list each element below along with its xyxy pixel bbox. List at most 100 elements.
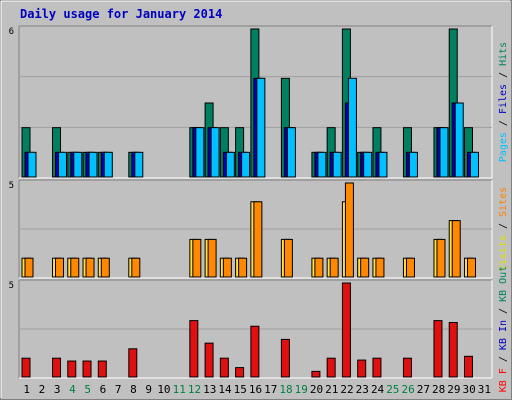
x-tick-label: 11 [173, 383, 186, 396]
bar-kb-f-day-5 [82, 360, 92, 378]
bar-kb-f-day-23 [357, 359, 367, 378]
bar-sites-day-16 [253, 201, 263, 278]
bar-sites-day-13 [207, 238, 217, 278]
bar-pages-day-6 [103, 151, 113, 178]
series-sites [24, 182, 476, 278]
side-label-part: / [498, 350, 509, 368]
side-label-part: Hits [498, 42, 509, 66]
bar-pages-day-8 [134, 151, 144, 178]
bar-kb-f-day-28 [433, 320, 443, 378]
bar-kb-f-day-24 [372, 357, 382, 378]
bar-pages-day-15 [241, 151, 251, 178]
side-label-part: KB Out [498, 266, 509, 302]
x-tick-label: 17 [264, 383, 277, 396]
bar-pages-day-18 [286, 127, 296, 178]
panel-side-label: Visits / Sites [498, 187, 509, 271]
bar-kb-f-day-8 [128, 348, 138, 378]
x-tick-label: 8 [130, 383, 137, 396]
x-tick-label: 13 [203, 383, 216, 396]
bar-sites-day-23 [360, 257, 370, 278]
side-label-part: Pages [498, 132, 509, 162]
bar-sites-day-20 [314, 257, 324, 278]
bar-pages-day-20 [317, 151, 327, 178]
x-tick-label: 24 [371, 383, 385, 396]
bar-sites-day-18 [283, 238, 293, 278]
bar-pages-day-28 [439, 127, 449, 178]
x-tick-label: 31 [478, 383, 491, 396]
side-label-part: Sites [498, 187, 509, 217]
chart-title: Daily usage for January 2014 [20, 7, 222, 21]
bar-pages-day-13 [210, 127, 220, 178]
bar-pages-day-21 [332, 151, 342, 178]
bar-pages-day-3 [58, 151, 68, 178]
x-axis-labels: 1 2 3 4 5 6 7 8 9 10 11 12 13 14 15 16 17 18 19 20 21 22 23 24 2… [23, 383, 491, 396]
ymax-label: 6 [9, 27, 14, 37]
bar-pages-day-12 [195, 127, 205, 178]
bar-sites-day-12 [192, 238, 202, 278]
panel-side-label: KB F / KB In / KB Out [498, 266, 509, 392]
x-tick-label: 2 [39, 383, 46, 396]
bar-sites-day-6 [100, 257, 110, 278]
bar-kb-f-day-26 [402, 357, 412, 378]
bar-kb-f-day-18 [280, 338, 290, 378]
x-tick-label: 25 [386, 383, 399, 396]
bar-pages-day-24 [378, 151, 388, 178]
ymax-label: 5 [9, 181, 14, 191]
bar-kb-f-day-14 [219, 357, 229, 378]
bar-sites-day-4 [70, 257, 80, 278]
bar-kb-f-day-3 [52, 357, 62, 378]
bar-sites-day-5 [85, 257, 95, 278]
bar-sites-day-29 [451, 220, 461, 278]
bar-sites-day-28 [436, 238, 446, 278]
bar-pages-day-5 [88, 151, 98, 178]
bar-pages-day-14 [225, 151, 235, 178]
x-tick-label: 1 [23, 383, 30, 396]
bar-kb-f-day-13 [204, 342, 214, 378]
x-tick-label: 5 [84, 383, 91, 396]
x-tick-label: 23 [356, 383, 369, 396]
x-tick-label: 18 [279, 383, 292, 396]
x-tick-label: 12 [188, 383, 201, 396]
x-tick-label: 29 [447, 383, 460, 396]
x-tick-label: 20 [310, 383, 323, 396]
side-label-part: Visits [498, 235, 509, 271]
bar-pages-day-1 [27, 151, 37, 178]
bar-kb-f-day-20 [311, 370, 321, 378]
side-label-part: KB In [498, 320, 509, 350]
x-tick-label: 15 [234, 383, 247, 396]
series-kb-f [21, 282, 473, 378]
side-label-part: KB F [498, 368, 509, 392]
chart-panels: 6 Pages / Files / Hits 5 Visits / Sites 5 KB … [9, 25, 509, 392]
bar-sites-day-30 [466, 257, 476, 278]
ymax-label: 5 [9, 281, 14, 291]
x-tick-label: 9 [145, 383, 152, 396]
x-tick-label: 26 [401, 383, 414, 396]
side-label-part: / [498, 302, 509, 320]
bar-kb-f-day-6 [97, 360, 107, 378]
bar-pages-day-23 [363, 151, 373, 178]
x-tick-label: 30 [462, 383, 475, 396]
bar-kb-f-day-21 [326, 357, 336, 378]
bar-kb-f-day-16 [250, 325, 260, 378]
bar-sites-day-8 [131, 257, 141, 278]
bar-kb-f-day-29 [448, 321, 458, 378]
bar-kb-f-day-1 [21, 357, 31, 378]
bar-pages-day-30 [469, 151, 479, 178]
bar-kb-f-day-22 [341, 282, 351, 378]
x-tick-label: 14 [218, 383, 232, 396]
x-tick-label: 7 [115, 383, 122, 396]
side-label-part: Files [498, 84, 509, 114]
panel-top: 6 Pages / Files / Hits [9, 25, 509, 179]
bar-sites-day-24 [375, 257, 385, 278]
x-tick-label: 6 [100, 383, 107, 396]
x-tick-label: 4 [69, 383, 76, 396]
x-tick-label: 19 [295, 383, 308, 396]
bar-sites-day-26 [405, 257, 415, 278]
bar-pages-day-22 [347, 77, 357, 178]
x-tick-label: 22 [340, 383, 353, 396]
bar-sites-day-15 [238, 257, 248, 278]
x-tick-label: 21 [325, 383, 338, 396]
bar-sites-day-3 [55, 257, 65, 278]
x-tick-label: 10 [157, 383, 170, 396]
